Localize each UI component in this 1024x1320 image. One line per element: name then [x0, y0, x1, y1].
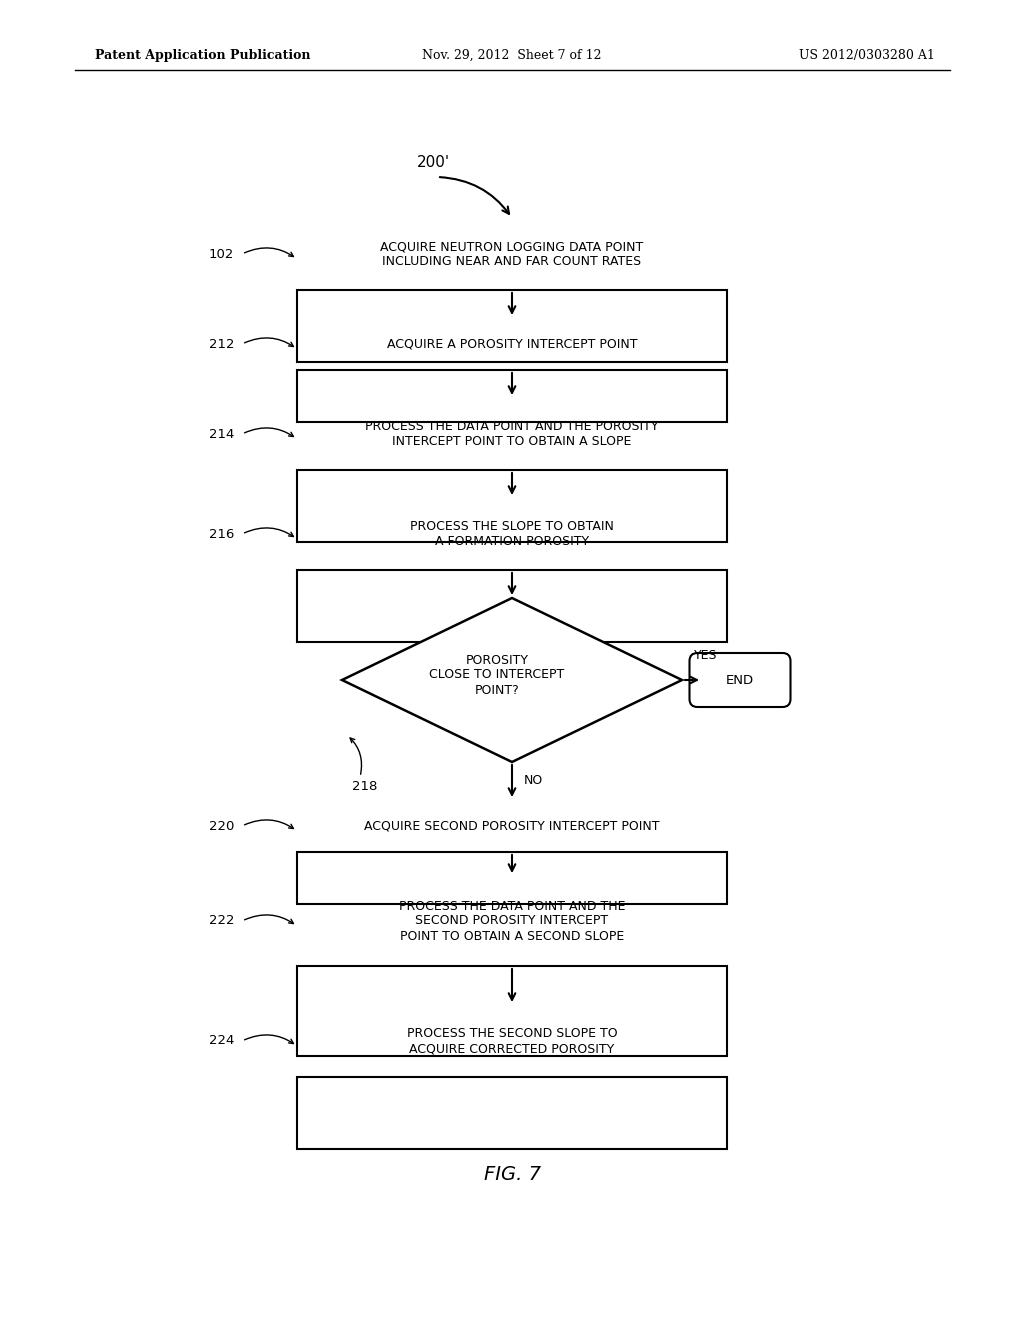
Text: NO: NO — [524, 774, 544, 787]
FancyBboxPatch shape — [297, 1077, 727, 1148]
Text: PROCESS THE DATA POINT AND THE POROSITY
INTERCEPT POINT TO OBTAIN A SLOPE: PROCESS THE DATA POINT AND THE POROSITY … — [366, 420, 658, 447]
Text: POROSITY
CLOSE TO INTERCEPT
POINT?: POROSITY CLOSE TO INTERCEPT POINT? — [429, 653, 564, 697]
Text: 216: 216 — [209, 528, 234, 540]
Text: ACQUIRE NEUTRON LOGGING DATA POINT
INCLUDING NEAR AND FAR COUNT RATES: ACQUIRE NEUTRON LOGGING DATA POINT INCLU… — [380, 240, 644, 268]
FancyBboxPatch shape — [297, 470, 727, 543]
FancyBboxPatch shape — [689, 653, 791, 708]
Text: 212: 212 — [209, 338, 234, 351]
Text: 214: 214 — [209, 428, 234, 441]
Text: Nov. 29, 2012  Sheet 7 of 12: Nov. 29, 2012 Sheet 7 of 12 — [422, 49, 602, 62]
Text: US 2012/0303280 A1: US 2012/0303280 A1 — [799, 49, 935, 62]
Text: 200': 200' — [417, 154, 451, 170]
Text: Patent Application Publication: Patent Application Publication — [95, 49, 310, 62]
Text: ACQUIRE A POROSITY INTERCEPT POINT: ACQUIRE A POROSITY INTERCEPT POINT — [387, 338, 637, 351]
Text: YES: YES — [694, 649, 718, 663]
Text: 220: 220 — [209, 820, 234, 833]
Text: FIG. 7: FIG. 7 — [483, 1166, 541, 1184]
Text: 218: 218 — [352, 780, 378, 793]
Text: 224: 224 — [209, 1035, 234, 1048]
FancyBboxPatch shape — [297, 851, 727, 904]
Text: PROCESS THE DATA POINT AND THE
SECOND POROSITY INTERCEPT
POINT TO OBTAIN A SECON: PROCESS THE DATA POINT AND THE SECOND PO… — [398, 899, 626, 942]
Polygon shape — [342, 598, 682, 762]
FancyBboxPatch shape — [297, 570, 727, 642]
Text: ACQUIRE SECOND POROSITY INTERCEPT POINT: ACQUIRE SECOND POROSITY INTERCEPT POINT — [365, 820, 659, 833]
Text: 222: 222 — [209, 915, 234, 928]
Text: END: END — [726, 673, 754, 686]
FancyBboxPatch shape — [297, 370, 727, 422]
FancyBboxPatch shape — [297, 290, 727, 362]
FancyBboxPatch shape — [297, 966, 727, 1056]
Text: 102: 102 — [209, 248, 234, 260]
Text: PROCESS THE SLOPE TO OBTAIN
A FORMATION POROSITY: PROCESS THE SLOPE TO OBTAIN A FORMATION … — [410, 520, 614, 548]
Text: PROCESS THE SECOND SLOPE TO
ACQUIRE CORRECTED POROSITY: PROCESS THE SECOND SLOPE TO ACQUIRE CORR… — [407, 1027, 617, 1055]
